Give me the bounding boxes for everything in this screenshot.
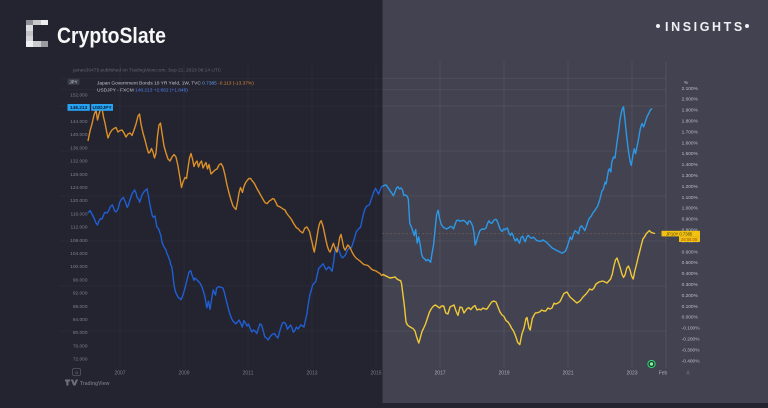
svg-text:1.900%: 1.900% <box>682 108 699 114</box>
svg-text:92.000: 92.000 <box>73 291 88 297</box>
svg-text:-0.100%: -0.100% <box>682 326 701 332</box>
svg-text:76.000: 76.000 <box>73 343 88 349</box>
svg-text:1.400%: 1.400% <box>682 162 699 168</box>
svg-text:0.100%: 0.100% <box>682 304 699 310</box>
svg-text:80.000: 80.000 <box>73 330 88 336</box>
svg-text:1.300%: 1.300% <box>682 173 699 179</box>
svg-text:2.000%: 2.000% <box>682 97 699 103</box>
svg-text:100.000: 100.000 <box>70 264 88 270</box>
svg-text:Feb: Feb <box>659 371 668 377</box>
svg-text:120.000: 120.000 <box>70 198 88 204</box>
svg-text:TradingView: TradingView <box>80 381 109 387</box>
svg-text:2023: 2023 <box>626 371 637 377</box>
svg-text:1.100%: 1.100% <box>682 195 699 201</box>
svg-text:1.700%: 1.700% <box>682 129 699 135</box>
svg-text:2019: 2019 <box>498 371 509 377</box>
svg-text:2015: 2015 <box>370 371 381 377</box>
svg-text:0.500%: 0.500% <box>682 260 699 266</box>
svg-text:0.900%: 0.900% <box>682 217 699 223</box>
svg-text:0.000%: 0.000% <box>682 315 699 321</box>
svg-text:2013: 2013 <box>306 371 317 377</box>
svg-text:2.100%: 2.100% <box>682 86 699 92</box>
svg-text:1.000%: 1.000% <box>682 206 699 212</box>
svg-text:112.000: 112.000 <box>71 225 88 231</box>
svg-text:USDJPY: USDJPY <box>92 105 112 111</box>
svg-text:104.000: 104.000 <box>70 251 88 257</box>
svg-text:128.000: 128.000 <box>70 172 88 178</box>
svg-text:1.500%: 1.500% <box>682 151 699 157</box>
svg-text:-0.400%: -0.400% <box>682 358 701 364</box>
svg-text:84.000: 84.000 <box>73 317 88 323</box>
svg-text:0.300%: 0.300% <box>682 282 699 288</box>
svg-text:116.000: 116.000 <box>71 211 88 217</box>
svg-text:88.000: 88.000 <box>73 304 88 310</box>
svg-text:1.600%: 1.600% <box>682 140 699 146</box>
svg-text:144.000: 144.000 <box>70 119 88 125</box>
svg-text:0.600%: 0.600% <box>682 249 699 255</box>
svg-text:124.000: 124.000 <box>70 185 88 191</box>
svg-text:0.400%: 0.400% <box>682 271 699 277</box>
svg-text:1.800%: 1.800% <box>682 119 699 125</box>
svg-text:a: a <box>75 370 78 375</box>
svg-text:140.000: 140.000 <box>70 132 88 138</box>
svg-text:JPY: JPY <box>69 80 77 85</box>
svg-text:2011: 2011 <box>243 371 254 377</box>
svg-text:132.000: 132.000 <box>70 159 88 165</box>
svg-text:james30479 published on Tradin: james30479 published on TradingView.com,… <box>72 68 222 74</box>
svg-text:JP10Y 0.7385: JP10Y 0.7385 <box>666 231 693 236</box>
svg-text:Japan Government Bonds 10 YR Y: Japan Government Bonds 10 YR Yield, 1W, … <box>97 80 254 86</box>
svg-text:26:06:08: 26:06:08 <box>681 237 698 242</box>
svg-text:0.200%: 0.200% <box>682 293 699 299</box>
svg-text:2021: 2021 <box>562 371 573 377</box>
svg-text:72.000: 72.000 <box>73 357 88 363</box>
svg-text:USDJPY - FXCM 148.213 +2.662 (: USDJPY - FXCM 148.213 +2.662 (+1.846) <box>97 87 188 93</box>
svg-text:2017: 2017 <box>434 371 445 377</box>
svg-text:2007: 2007 <box>114 371 125 377</box>
svg-text:%: % <box>684 80 689 86</box>
svg-text:-0.300%: -0.300% <box>682 347 701 353</box>
svg-text:1.200%: 1.200% <box>682 184 699 190</box>
svg-text:148.213: 148.213 <box>70 105 88 111</box>
svg-text:136.000: 136.000 <box>70 145 88 151</box>
svg-text:2009: 2009 <box>178 371 189 377</box>
svg-text:152.000: 152.000 <box>70 93 88 99</box>
svg-text:-0.200%: -0.200% <box>682 337 701 343</box>
svg-text:108.000: 108.000 <box>70 238 88 244</box>
svg-text:96.000: 96.000 <box>73 277 88 283</box>
